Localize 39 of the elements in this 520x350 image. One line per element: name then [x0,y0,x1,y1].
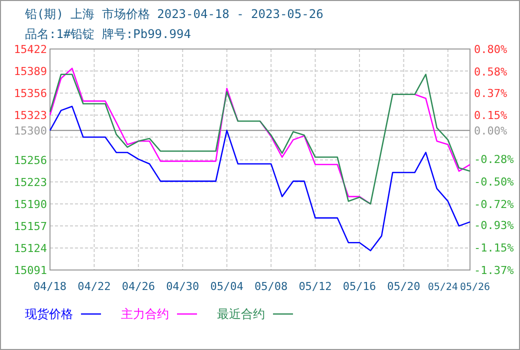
y2-tick-label: -0.28% [474,152,514,166]
x-tick-label: 04/18 [33,280,67,293]
y2-tick-label: 0.00% [474,124,508,138]
x-tick-label: 05/16 [342,280,376,293]
x-tick-label: 04/30 [166,280,200,293]
x-tick-label: 05/26 [460,282,490,293]
y-tick-label: 15091 [14,264,47,277]
y-tick-label: 15124 [14,242,48,255]
chart-subtitle: 品名:1#铅锭 牌号:Pb99.994 [25,27,191,41]
y-tick-label: 15256 [14,154,47,167]
x-tick-label: 05/20 [387,280,420,293]
y2-tick-label: 0.15% [474,109,508,122]
legend-label: 现货价格 [25,307,73,321]
y2-tick-label: 0.37% [474,86,508,100]
y-tick-label: 15389 [14,65,47,78]
y2-tick-label: 0.80% [474,43,508,56]
x-tick-label: 05/24 [428,282,458,293]
y2-tick-label: -1.15% [474,242,514,255]
y-tick-label: 15223 [14,176,47,189]
y-tick-label: 15157 [14,220,47,233]
y2-tick-label: -0.72% [474,198,514,211]
legend-label: 主力合约 [121,307,169,321]
y2-tick-label: -0.93% [474,219,514,232]
y-tick-label: 15323 [14,109,47,122]
x-tick-label: 04/26 [122,280,155,293]
line-series [49,106,471,252]
y-tick-label: 15190 [14,198,47,211]
y-tick-label: 15300 [14,124,47,138]
y-tick-label: 15422 [14,43,47,56]
y2-tick-label: -0.50% [474,175,514,188]
x-tick-label: 04/22 [78,280,111,293]
y2-tick-label: 0.58% [474,65,508,78]
chart-title: 铅(期) 上海 市场价格 2023-04-18 - 2023-05-26 [24,7,324,21]
x-tick-label: 05/08 [254,280,288,293]
x-tick-label: 05/12 [298,280,332,293]
x-tick-label: 05/04 [210,280,244,293]
y-tick-label: 15356 [14,87,47,100]
y2-tick-label: -1.37% [474,264,514,277]
legend-label: 最近合约 [217,307,265,321]
